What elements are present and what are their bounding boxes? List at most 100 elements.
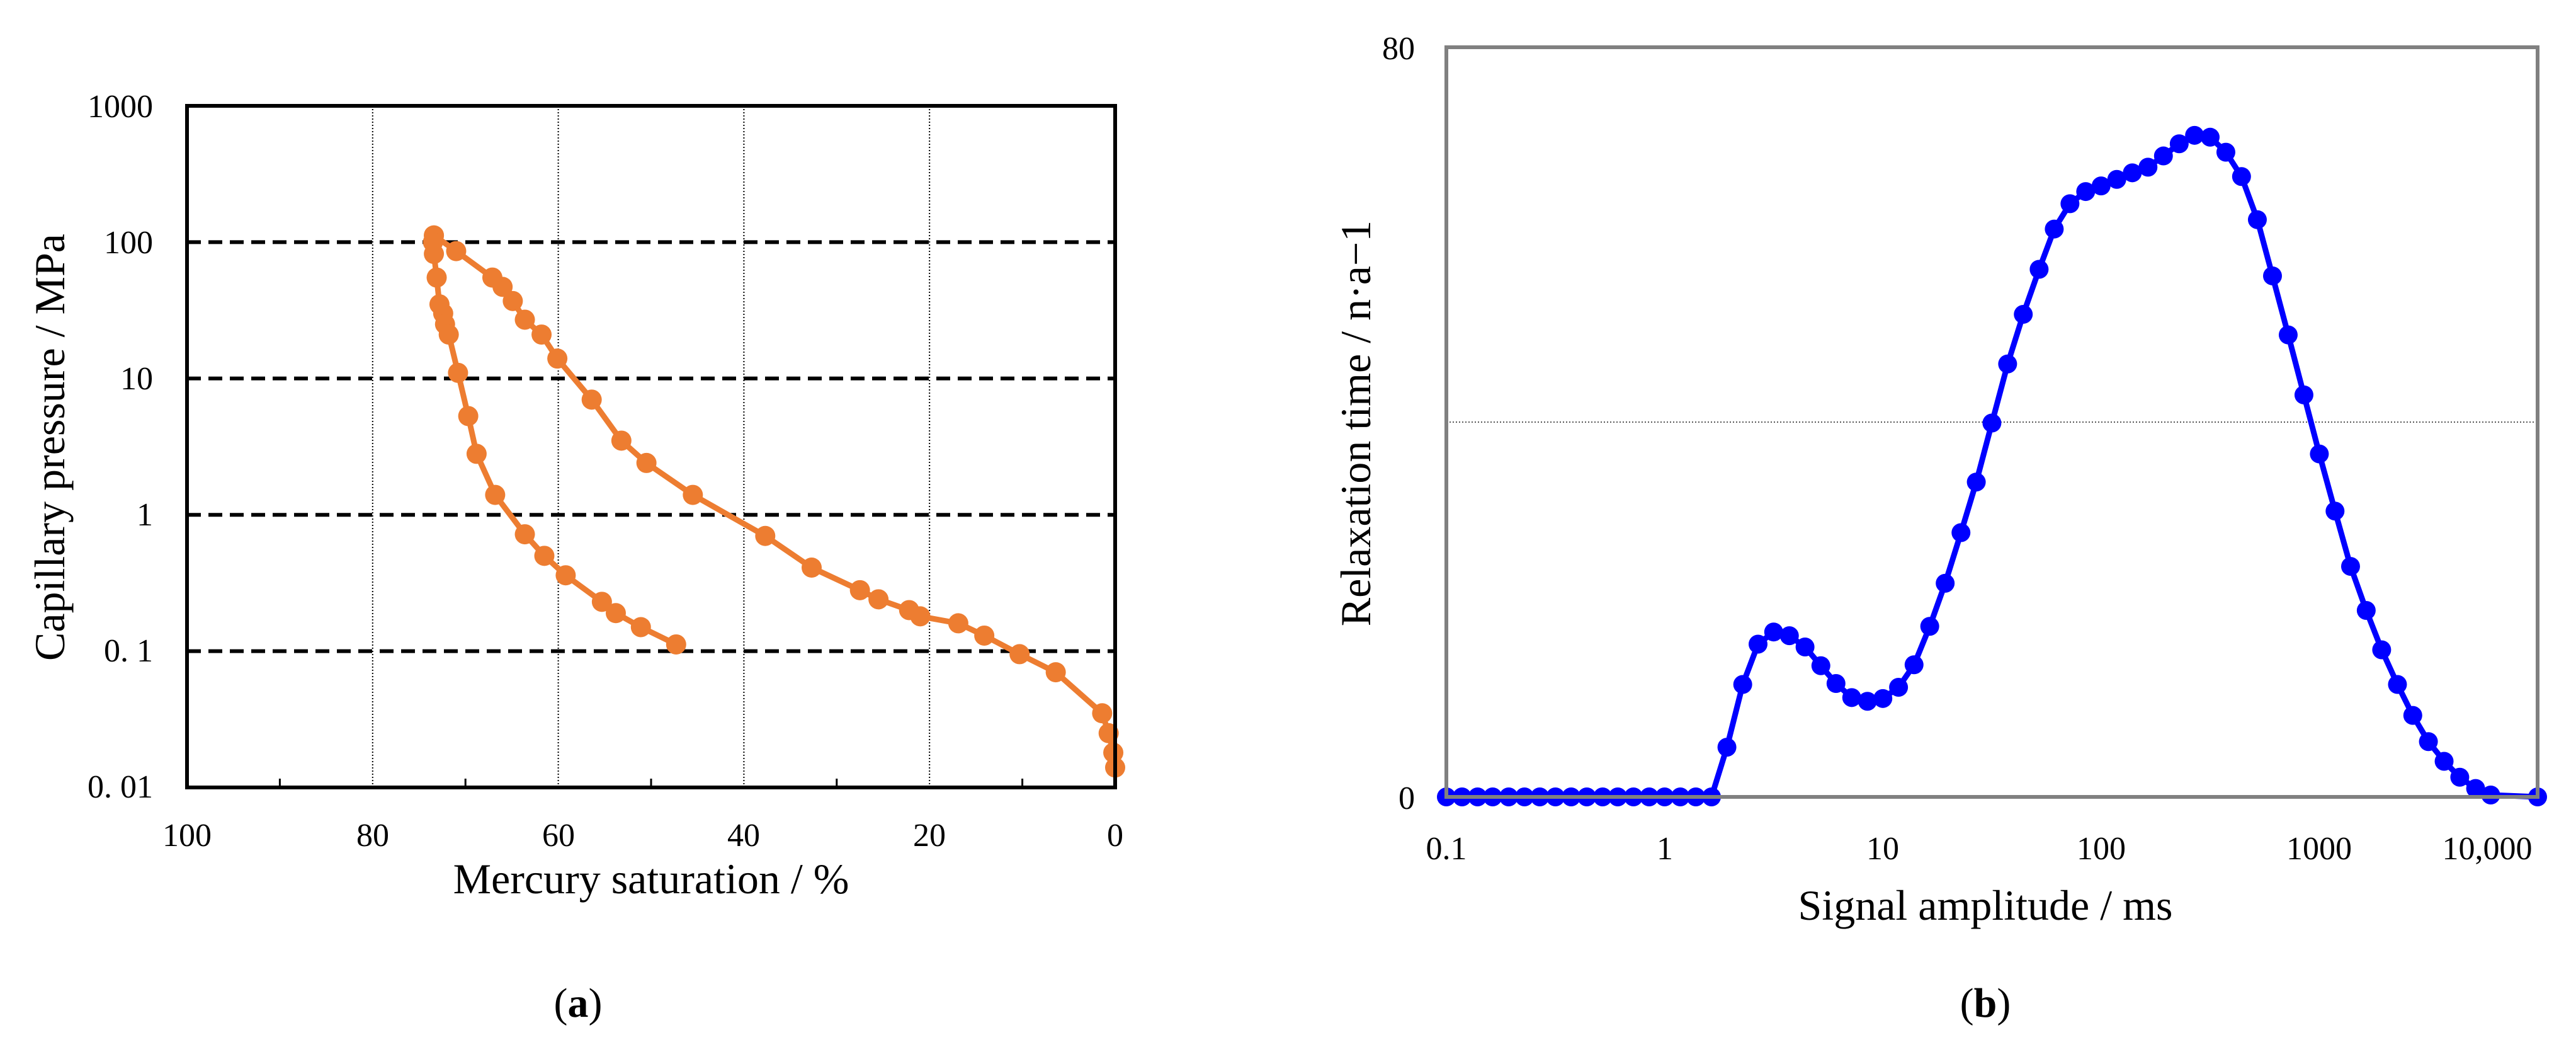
chart-b-data-point	[2419, 732, 2438, 752]
chart-a-x-tick-label: 60	[542, 818, 575, 854]
chart-b-data-point	[2014, 304, 2033, 324]
chart-b-data-point	[1842, 688, 1861, 707]
chart-a-data-point	[683, 484, 703, 505]
chart-b-data-point	[2045, 219, 2064, 239]
chart-b-data-point	[2310, 444, 2329, 464]
chart-b-data-point	[2262, 266, 2282, 285]
chart-b-data-point	[2372, 640, 2392, 660]
chart-b-data-point	[2076, 182, 2096, 202]
chart-a-data-point	[611, 430, 632, 451]
chart-a-data-point	[534, 546, 555, 566]
chart-a-data-point	[555, 565, 576, 586]
chart-a-y-ticks: 1000 100 10 1 0. 1 0. 01	[88, 89, 153, 805]
chart-b-data-point	[1966, 472, 1986, 492]
chart-b: 80 0 0.1 1 10 100 1000 10,000 Signal amp…	[1332, 31, 2547, 1026]
chart-b-y-ticks: 80 0	[1382, 31, 1415, 816]
chart-b-data-point	[2466, 779, 2485, 798]
chart-b-data-point	[1717, 738, 1737, 757]
chart-a-data-point	[974, 625, 995, 646]
chart-a-data-point	[630, 617, 651, 638]
chart-b-caption-open: (	[1960, 980, 1974, 1026]
chart-a-data-point	[531, 324, 552, 345]
chart-a-data-point	[636, 452, 657, 473]
chart-a-data-point	[948, 613, 968, 634]
chart-b-data-point	[1779, 626, 1799, 646]
chart-a-data-point	[666, 634, 686, 655]
chart-a-data-point	[424, 244, 445, 265]
chart-a-data-point	[514, 309, 535, 330]
chart-a-data-point	[482, 267, 502, 288]
chart-b-data-point	[2388, 675, 2407, 694]
chart-b-data-point	[2356, 600, 2376, 620]
chart-a-caption-letter: a	[568, 980, 589, 1026]
chart-a-caption-open: (	[554, 980, 568, 1026]
chart-a-data-point	[1045, 662, 1066, 683]
chart-a-data-point	[547, 348, 568, 369]
chart-a-y-tick-label: 10	[120, 361, 153, 397]
chart-b-data-point	[1826, 674, 1846, 694]
chart-b-data-point	[2278, 325, 2298, 345]
chart-b-x-tick-label: 0.1	[1426, 831, 1467, 867]
chart-a-data-point	[448, 362, 468, 383]
chart-a-x-tick-label: 0	[1107, 818, 1123, 854]
chart-b-data-point	[2325, 501, 2345, 521]
chart-b-x-tick-label: 10,000	[2443, 831, 2533, 867]
chart-b-x-tick-label: 10	[1866, 831, 1899, 867]
chart-b-data-point	[1951, 523, 1971, 542]
chart-a-data-point	[438, 324, 459, 345]
chart-a-x-ticks: 100 80 60 40 20 0	[162, 818, 1123, 854]
chart-a-x-tick-label: 20	[913, 818, 946, 854]
chart-b-data-point	[2107, 169, 2126, 189]
chart-b-caption-close: )	[1997, 980, 2011, 1026]
chart-a-data-point	[446, 241, 467, 261]
chart-a-grid	[187, 106, 1115, 787]
chart-b-data-point	[1920, 617, 1939, 636]
chart-a-data-point	[899, 600, 919, 621]
chart-b-data-point	[1748, 634, 1767, 654]
chart-a-plot-frame	[185, 104, 1117, 789]
chart-a-y-tick-label: 1000	[88, 89, 153, 125]
chart-b-data-point	[1998, 354, 2017, 374]
chart-b-data-point	[1889, 677, 1909, 697]
chart-b-data-point	[2434, 752, 2454, 771]
chart-b-data-point	[2169, 134, 2189, 154]
chart-b-x-axis-label: Signal amplitude / ms	[1798, 881, 2173, 929]
chart-b-x-tick-label: 1	[1657, 831, 1673, 867]
chart-b-data-point	[2138, 157, 2158, 177]
chart-b-caption: (b)	[1960, 980, 2011, 1026]
chart-b-caption-letter: b	[1974, 980, 1997, 1026]
chart-a-y-tick-label: 0. 01	[88, 769, 153, 805]
chart-b-data-point	[2216, 142, 2235, 162]
chart-a-data-point	[868, 589, 889, 610]
chart-b-data-point	[2200, 127, 2220, 147]
chart-a-data-point	[591, 592, 612, 612]
chart-b-data-point	[1858, 692, 1877, 711]
chart-b-data-point	[1764, 622, 1783, 642]
chart-a-y-tick-label: 0. 1	[104, 633, 153, 669]
chart-b-data-point	[1873, 689, 1893, 708]
chart-b-data-point	[2185, 125, 2204, 145]
chart-a-data-point	[755, 525, 776, 546]
chart-a-data-point	[581, 389, 602, 410]
chart-b-data-point	[1811, 656, 1830, 675]
chart-a-data-point	[485, 484, 506, 505]
chart-b-data-point	[2341, 557, 2360, 576]
chart-a-data-point	[458, 406, 479, 426]
chart-b-y-axis-label: Relaxation time / n·a−1	[1332, 220, 1380, 627]
chart-a-y-axis-label: Capillary pressure / MPa	[26, 234, 74, 661]
chart-a-y-tick-label: 100	[104, 225, 153, 261]
chart-a-caption: (a)	[554, 980, 603, 1026]
chart-b-data-point	[2123, 163, 2142, 183]
chart-b-data-point	[1982, 413, 2002, 433]
chart-b-data-point	[1795, 638, 1815, 656]
chart-a-x-tick-label: 80	[356, 818, 389, 854]
chart-a-x-axis-label: Mercury saturation / %	[453, 855, 849, 903]
chart-b-data-point	[2232, 167, 2251, 186]
chart-b-x-tick-label: 1000	[2286, 831, 2352, 867]
chart-a-x-tick-label: 40	[727, 818, 760, 854]
chart-b-data-point	[2091, 176, 2111, 196]
chart-a-y-tick-label: 1	[137, 497, 153, 533]
chart-a-data-point	[466, 443, 487, 464]
